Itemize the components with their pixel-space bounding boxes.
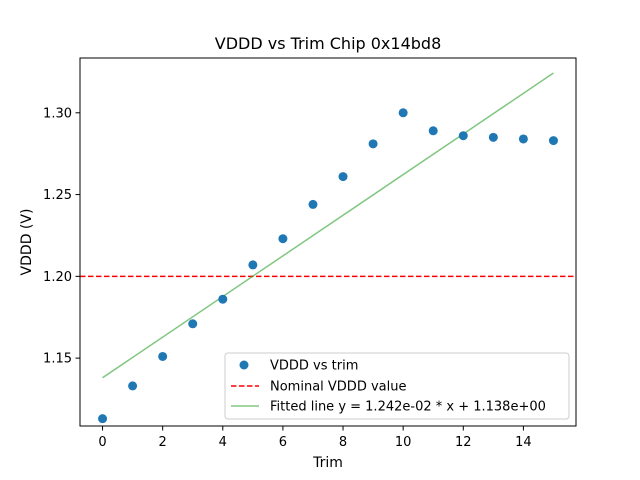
data-point — [308, 199, 318, 209]
legend-label-scatter: VDDD vs trim — [270, 359, 358, 374]
data-point — [398, 108, 408, 118]
axis-ticks: 0 2 4 6 8 10 12 14 1.15 1.20 1.25 1.30 — [43, 106, 532, 450]
data-point — [428, 126, 438, 136]
data-point — [158, 351, 168, 361]
fitted-line — [102, 72, 554, 379]
legend-label-nominal: Nominal VDDD value — [270, 380, 406, 395]
data-point — [458, 131, 468, 141]
y-tick-label: 1.15 — [43, 352, 72, 367]
chart-title: VDDD vs Trim Chip 0x14bd8 — [215, 34, 442, 53]
plot-area — [80, 72, 576, 424]
x-tick-label: 2 — [159, 435, 167, 450]
data-point — [368, 139, 378, 149]
data-point — [218, 294, 228, 304]
data-point — [188, 319, 198, 329]
y-tick-label: 1.30 — [43, 106, 72, 121]
x-tick-label: 12 — [455, 435, 472, 450]
y-axis-label: VDDD (V) — [19, 209, 35, 276]
x-tick-label: 10 — [395, 435, 412, 450]
legend: VDDD vs trim Nominal VDDD value Fitted l… — [224, 352, 570, 420]
axes-frame — [79, 57, 577, 427]
y-tick-label: 1.25 — [43, 188, 72, 203]
y-tick-label: 1.20 — [43, 270, 72, 285]
data-point — [98, 414, 108, 424]
x-tick-label: 0 — [98, 435, 106, 450]
data-point — [248, 260, 258, 270]
data-point — [338, 172, 348, 182]
data-point — [278, 234, 288, 244]
x-tick-label: 6 — [279, 435, 287, 450]
data-point — [548, 136, 558, 146]
data-point — [488, 132, 498, 142]
data-point — [128, 381, 138, 391]
x-tick-label: 14 — [515, 435, 532, 450]
legend-label-fit: Fitted line y = 1.242e-02 * x + 1.138e+0… — [270, 400, 546, 415]
data-point — [518, 134, 528, 144]
legend-marker-scatter — [239, 360, 249, 370]
x-axis-label: Trim — [312, 455, 343, 471]
x-tick-label: 4 — [219, 435, 227, 450]
legend-frame — [224, 352, 570, 420]
x-tick-label: 8 — [339, 435, 347, 450]
